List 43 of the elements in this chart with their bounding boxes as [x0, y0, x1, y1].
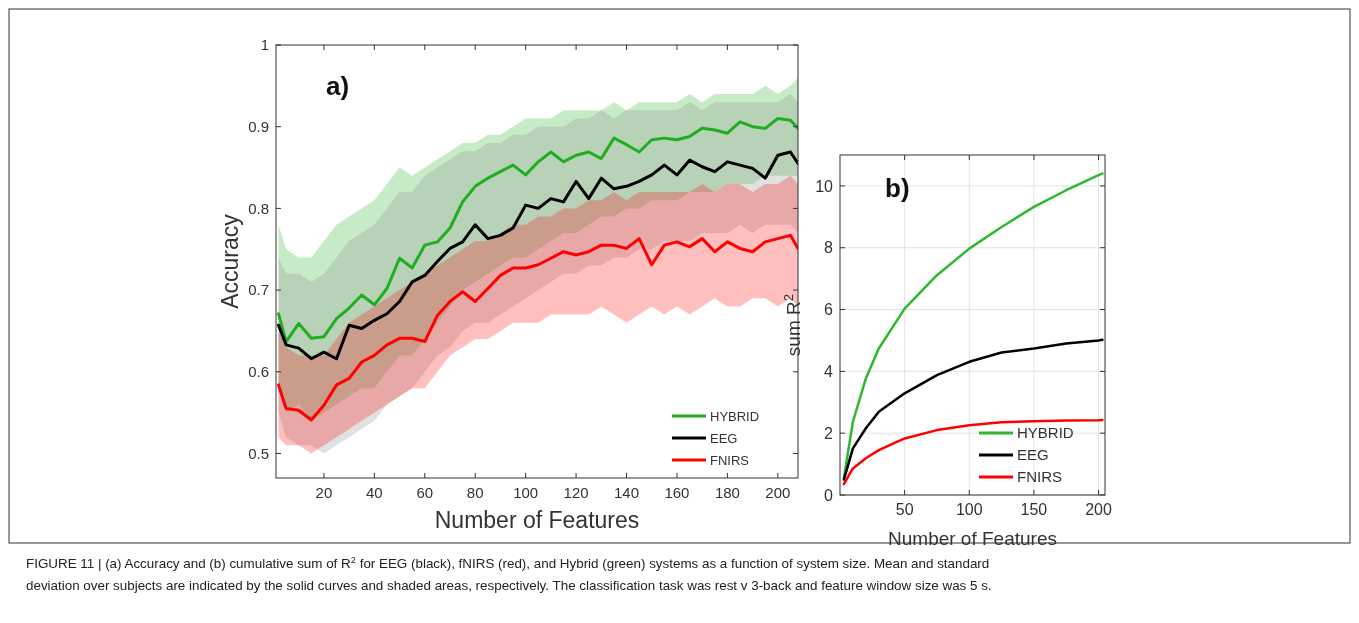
legend-label: EEG: [1017, 446, 1049, 464]
y-tick-label: 0.9: [248, 117, 269, 135]
y-tick-label: 0: [824, 486, 834, 504]
y-tick-label: 10: [815, 177, 834, 195]
x-axis-title: Number of Features: [434, 507, 640, 533]
x-tick-label: 60: [416, 484, 434, 501]
x-tick-label: 40: [366, 484, 383, 501]
y-tick-label: 0.6: [248, 363, 269, 381]
x-tick-label: 160: [664, 484, 690, 501]
line-series: [277, 150, 798, 361]
x-axis-title: Number of Features: [888, 528, 1057, 549]
legend-label: FNIRS: [1017, 468, 1062, 486]
legend-label: EEG: [710, 430, 738, 446]
y-tick-label: 2: [824, 424, 834, 442]
x-tick-label: 140: [614, 484, 640, 501]
y-tick-label: 4: [824, 362, 834, 380]
x-tick-label: 100: [513, 484, 539, 501]
x-tick-label: 120: [563, 484, 589, 501]
x-tick-label: 100: [955, 501, 983, 518]
x-tick-label: 200: [1085, 501, 1112, 518]
y-tick-label: 0.8: [248, 199, 269, 217]
x-tick-label: 180: [714, 484, 740, 501]
legend-label: HYBRID: [710, 408, 760, 424]
line-series: [842, 418, 1104, 486]
y-tick-label: 8: [824, 239, 834, 257]
y-axis-title: Accuracy: [217, 213, 243, 309]
y-tick-label: 0.5: [248, 444, 269, 462]
x-tick-label: 50: [895, 501, 914, 518]
line-series: [842, 338, 1104, 481]
legend-label: FNIRS: [710, 452, 750, 468]
y-tick-label: 6: [824, 301, 834, 319]
x-tick-label: 150: [1020, 501, 1048, 518]
x-tick-label: 200: [765, 484, 791, 501]
y-tick-label: 0.7: [248, 281, 269, 299]
annotation: a): [326, 71, 350, 101]
caption: FIGURE 11 | (a) Accuracy and (b) cumulative sum of R$^{2}$ for EEG (black), fNIRS (red), and Hybrid (green) systems as a function of system size. Mean and standard: [26, 555, 990, 571]
line-series: [277, 233, 798, 422]
annotation: b): [885, 173, 910, 203]
y-tick-label: 1: [260, 36, 269, 54]
text: deviation over subjects are indicated by the solid curves and shaded areas, respectively. The classification task was rest v 3-back and feature window size was 5 s.: [26, 578, 992, 593]
x-tick-label: 80: [466, 484, 484, 501]
legend-label: HYBRID: [1017, 424, 1074, 442]
x-tick-label: 20: [315, 484, 333, 501]
